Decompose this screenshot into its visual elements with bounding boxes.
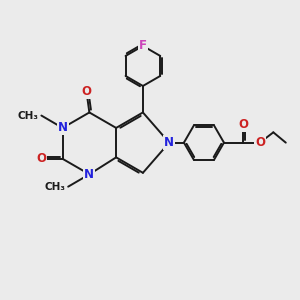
Text: N: N bbox=[84, 168, 94, 181]
Text: N: N bbox=[164, 136, 174, 149]
Text: F: F bbox=[139, 39, 147, 52]
Text: CH₃: CH₃ bbox=[44, 182, 65, 192]
Text: O: O bbox=[238, 118, 248, 131]
Text: O: O bbox=[255, 136, 265, 149]
Text: O: O bbox=[36, 152, 46, 165]
Text: CH₃: CH₃ bbox=[17, 110, 38, 121]
Text: O: O bbox=[81, 85, 92, 98]
Text: N: N bbox=[58, 122, 68, 134]
